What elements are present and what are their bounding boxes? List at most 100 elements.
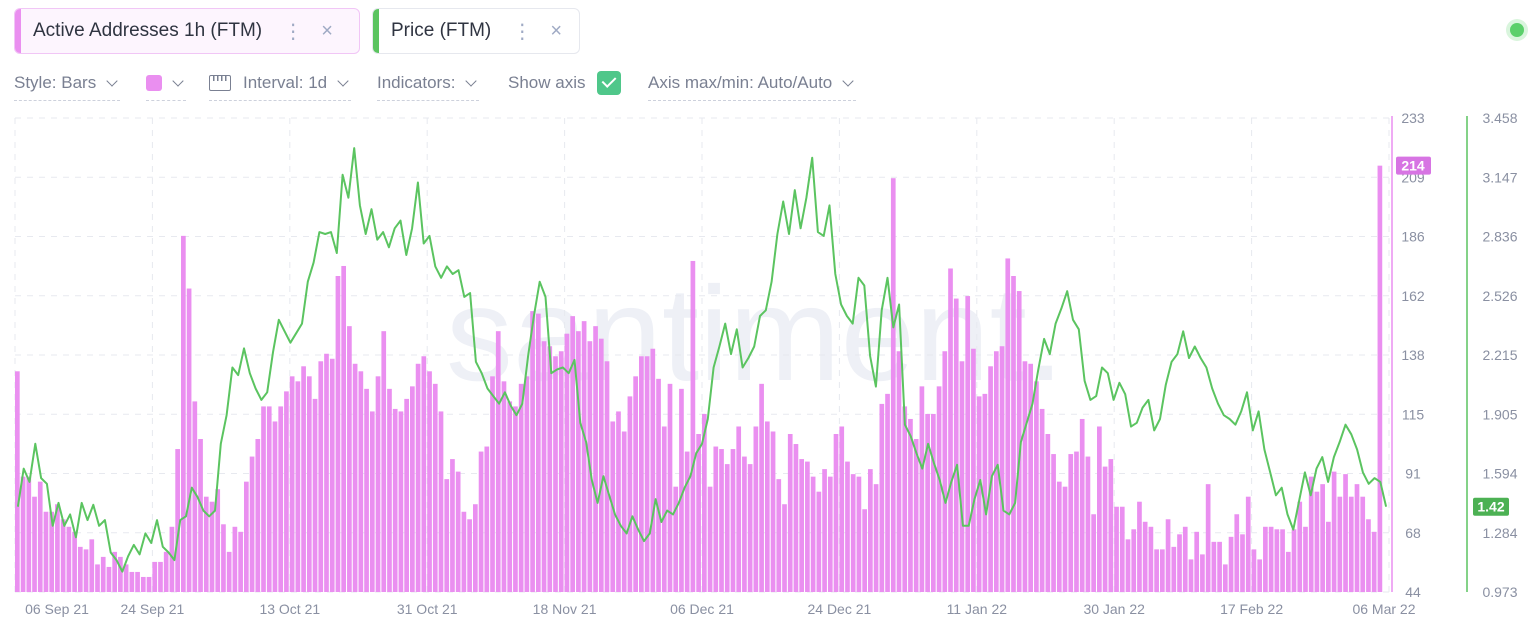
bar (232, 526, 238, 592)
bar (392, 408, 398, 592)
bar (747, 464, 753, 592)
x-tick-label: 24 Sep 21 (120, 601, 184, 617)
bar (272, 421, 278, 592)
bar (633, 376, 638, 592)
bar (106, 566, 112, 592)
bar (1142, 521, 1148, 592)
bar (1251, 549, 1257, 592)
bar (43, 511, 49, 592)
bar (438, 411, 444, 592)
bar-series (15, 165, 1383, 592)
bar (1165, 519, 1171, 592)
bar (501, 381, 507, 592)
tab-price[interactable]: Price (FTM) ⋮ × (372, 8, 580, 54)
x-tick-label: 06 Dec 21 (670, 601, 734, 617)
bar (621, 431, 627, 592)
bar (100, 556, 106, 592)
bar (203, 496, 209, 592)
bar (192, 401, 198, 592)
bar (163, 551, 169, 592)
x-tick-label: 31 Oct 21 (397, 601, 458, 617)
bar (95, 564, 100, 592)
bar (1274, 529, 1280, 592)
chevron-down-icon (465, 75, 478, 87)
interval-dropdown[interactable]: Interval: 1d (209, 66, 352, 101)
indicators-label: Indicators: (377, 73, 456, 92)
bar (89, 539, 95, 592)
close-icon[interactable]: × (550, 19, 563, 42)
bar (805, 461, 810, 592)
bar (702, 413, 707, 592)
y-tick-label-right: 2.526 (1482, 288, 1517, 304)
bar (1326, 521, 1331, 592)
bar (770, 431, 776, 592)
bar (971, 348, 976, 592)
bar (1097, 426, 1102, 592)
check-icon[interactable] (597, 71, 622, 95)
tab-label: Price (FTM) (391, 20, 492, 41)
x-tick-label: 06 Sep 21 (25, 601, 89, 617)
bar (1079, 418, 1085, 592)
x-tick-label: 18 Nov 21 (533, 601, 597, 617)
bar (661, 426, 667, 592)
tab-active-addresses[interactable]: Active Addresses 1h (FTM) ⋮ × (14, 8, 360, 54)
bar (83, 549, 89, 592)
series-color-stripe (15, 9, 21, 53)
bar (1217, 541, 1222, 592)
bar (255, 439, 261, 592)
bar (730, 449, 736, 592)
close-icon[interactable]: × (321, 19, 333, 42)
bar (902, 406, 908, 592)
bar (1280, 529, 1285, 592)
bar (598, 338, 604, 592)
bar (1102, 466, 1108, 592)
bar (1228, 536, 1234, 592)
bar (593, 326, 598, 592)
more-options-icon[interactable]: ⋮ (283, 20, 304, 43)
bar (410, 386, 415, 592)
bar (684, 451, 690, 592)
color-picker[interactable] (146, 66, 186, 101)
bar (1016, 291, 1022, 592)
more-options-icon[interactable]: ⋮ (512, 20, 533, 43)
bar (1188, 559, 1194, 592)
chevron-down-icon (106, 75, 118, 87)
current-value-label-right: 1.42 (1477, 499, 1504, 515)
x-tick-label: 17 Feb 22 (1220, 601, 1283, 617)
bar (152, 561, 158, 592)
bar (953, 298, 959, 592)
bar (868, 469, 873, 592)
bar (787, 434, 793, 592)
bar (667, 383, 673, 592)
bar (1291, 529, 1297, 592)
show-axis-toggle[interactable]: Show axis (508, 66, 622, 100)
y-tick-label-left: 186 (1401, 229, 1425, 245)
bar (1377, 165, 1383, 592)
bar (455, 471, 461, 592)
bar (982, 393, 988, 592)
bar (879, 403, 885, 592)
bar (1051, 454, 1056, 592)
bar (1022, 361, 1028, 592)
bar (169, 526, 175, 592)
indicators-dropdown[interactable]: Indicators: (377, 66, 480, 101)
style-dropdown[interactable]: Style: Bars (14, 66, 121, 101)
bar (467, 519, 472, 592)
bar (919, 386, 925, 592)
bar (742, 456, 747, 592)
bar (478, 451, 484, 592)
bar (1366, 519, 1371, 592)
y-tick-label-left: 233 (1401, 110, 1425, 126)
y-tick-label-left: 162 (1401, 288, 1425, 304)
axis-maxmin-dropdown[interactable]: Axis max/min: Auto/Auto (648, 66, 857, 101)
bar (736, 426, 742, 592)
bar (1245, 496, 1251, 592)
bar (999, 346, 1005, 592)
bar (1222, 564, 1228, 592)
bar (1194, 531, 1200, 592)
bar (261, 406, 266, 592)
bar (495, 331, 501, 592)
series-color-stripe (373, 9, 379, 53)
chart[interactable]: santiment. 2332091861621381159168443.458… (0, 108, 1536, 628)
bar (707, 486, 713, 592)
